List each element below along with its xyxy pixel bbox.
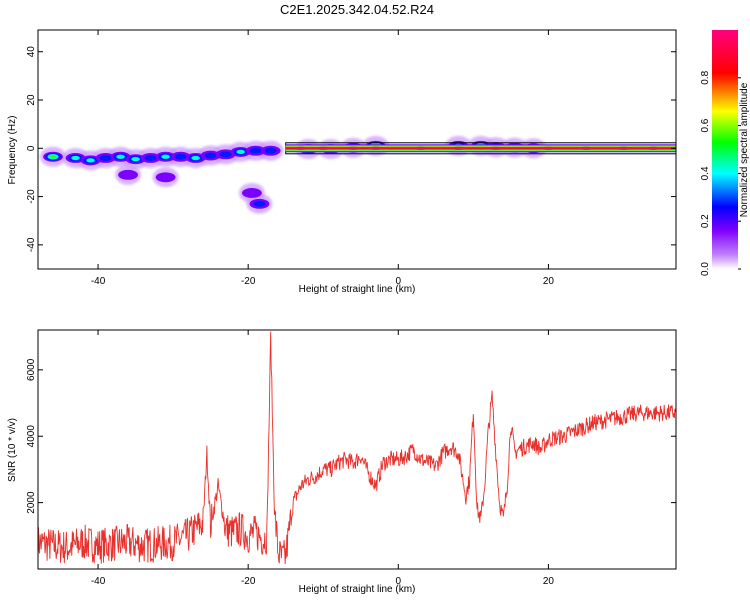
spectrum-blob <box>99 154 112 161</box>
y-tick-label: 20 <box>26 94 37 106</box>
y-tick-label: 2000 <box>26 491 37 514</box>
x-tick-label: -20 <box>241 576 256 587</box>
spectrum-band-peak <box>646 146 661 150</box>
spectrogram-ylabel: Frequency (Hz) <box>7 116 18 185</box>
spectrum-band <box>285 147 676 150</box>
y-tick-label: 0 <box>26 145 37 151</box>
figure-title: C2E1.2025.342.04.52.R24 <box>280 2 434 17</box>
spectrogram-plot-area <box>40 135 676 214</box>
snr-frame <box>37 329 677 570</box>
spectrum-band-peak <box>578 146 593 150</box>
spectrum-blob <box>204 152 217 159</box>
spectrum-band-peak <box>541 146 556 150</box>
spectrogram-xlabel: Height of straight line (km) <box>299 284 416 295</box>
snr-panel: -40 -20 0 20 2000 4000 6000 Height of straight… <box>7 329 677 595</box>
spectrum-blob <box>174 153 187 160</box>
y-tick-label: 40 <box>26 46 37 58</box>
colorbar-ticks: 0.0 0.2 0.4 0.6 0.8 <box>700 70 741 276</box>
snr-ticks: -40 -20 0 20 2000 4000 6000 <box>26 330 676 587</box>
spectrum-blob <box>219 151 232 158</box>
x-tick-label: -40 <box>91 276 106 287</box>
colorbar-gradient <box>712 30 738 269</box>
snr-line <box>38 331 676 565</box>
y-tick-label: 6000 <box>26 358 37 381</box>
spectrum-blob <box>161 154 170 159</box>
x-tick-label: -40 <box>91 576 106 587</box>
spectrum-band-peak <box>368 146 383 150</box>
spectrum-blob <box>71 155 80 161</box>
spectrum-blob <box>191 155 200 161</box>
spectrum-blob <box>264 147 277 154</box>
x-tick-label: -20 <box>241 276 256 287</box>
spectrum-band-peak <box>413 146 428 150</box>
spectrum-blob <box>49 155 57 159</box>
spectrum-blob <box>131 157 140 162</box>
spectrum-blob <box>86 158 95 163</box>
x-tick-label: 20 <box>543 276 555 287</box>
spectrum-band-peak <box>488 146 503 150</box>
snr-xlabel: Height of straight line (km) <box>299 584 416 595</box>
spectrogram-ticks: -40 -20 0 20 -40 -20 0 20 40 <box>26 30 676 287</box>
spectrum-blob <box>249 147 262 154</box>
snr-ylabel: SNR (10 * v/v) <box>7 418 18 482</box>
y-tick-label: 4000 <box>26 425 37 448</box>
colorbar-tick-label: 0.0 <box>700 262 711 276</box>
colorbar-label: Normalized spectral amplitude <box>739 82 750 217</box>
spectrum-blob <box>236 149 245 155</box>
spectrum-band-peak <box>316 146 331 150</box>
colorbar-tick-label: 0.8 <box>700 70 711 84</box>
snr-plot-area <box>38 331 676 565</box>
spectrum-band-peak <box>346 146 361 150</box>
spectrogram-frame <box>37 29 677 270</box>
spectrum-blob <box>144 154 157 161</box>
x-tick-label: 20 <box>543 576 555 587</box>
colorbar: 0.0 0.2 0.4 0.6 0.8 Normalized spectral ampl… <box>700 30 750 276</box>
spectrum-band-peak <box>293 146 308 150</box>
spectrum-band-peak <box>616 146 631 150</box>
colorbar-tick-label: 0.6 <box>700 118 711 132</box>
spectrum-blob <box>253 200 266 207</box>
colorbar-tick-label: 0.4 <box>700 166 711 180</box>
y-tick-label: -40 <box>26 237 37 252</box>
spectrum-blob <box>118 169 138 180</box>
spectrum-blob <box>242 188 262 198</box>
spectrum-band-peak <box>451 146 466 150</box>
spectrum-blob <box>155 172 176 183</box>
spectrogram-panel: -40 -20 0 20 -40 -20 0 20 40 Height of straight … <box>7 29 677 295</box>
spectrum-blob <box>116 154 125 159</box>
x-tick-label: 0 <box>396 276 402 287</box>
x-tick-label: 0 <box>396 576 402 587</box>
y-tick-label: -20 <box>26 189 37 204</box>
colorbar-tick-label: 0.2 <box>700 214 711 228</box>
